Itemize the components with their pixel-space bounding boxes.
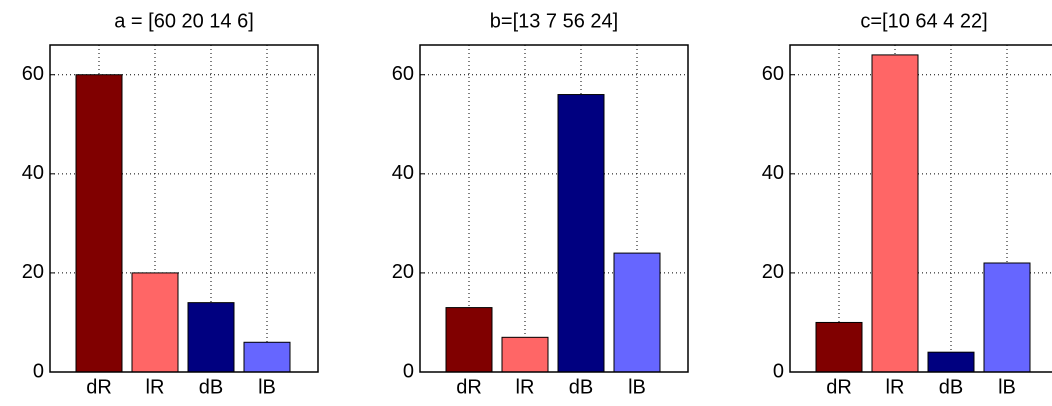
bar [815, 321, 863, 373]
bar [131, 272, 179, 373]
y-tick-label: 20 [22, 261, 44, 283]
axes-box [49, 44, 319, 373]
y-tick-label: 40 [392, 162, 414, 184]
bar [927, 351, 975, 373]
bar [983, 262, 1031, 373]
x-tick-label: dR [826, 376, 852, 398]
bar [501, 336, 549, 373]
chart-title: a = [60 20 14 6] [114, 10, 254, 32]
axes-box [419, 44, 689, 373]
y-tick-label: 20 [392, 261, 414, 283]
y-tick-label: 40 [762, 162, 784, 184]
x-tick-label: lR [886, 376, 905, 398]
bar [613, 252, 661, 373]
chart-title: b=[13 7 56 24] [490, 10, 618, 32]
x-tick-label: lR [146, 376, 165, 398]
y-tick-label: 0 [773, 360, 784, 382]
x-tick-label: dR [86, 376, 112, 398]
y-tick-label: 60 [392, 63, 414, 85]
bar [445, 307, 493, 373]
bar [243, 341, 291, 373]
bar [187, 302, 235, 373]
axes-box [789, 44, 1052, 373]
y-tick-label: 40 [22, 162, 44, 184]
x-tick-label: lB [628, 376, 646, 398]
y-tick-label: 0 [33, 360, 44, 382]
x-tick-label: dR [456, 376, 482, 398]
bar [557, 94, 605, 373]
x-tick-label: lR [516, 376, 535, 398]
y-tick-label: 60 [22, 63, 44, 85]
bar [871, 54, 919, 373]
x-tick-label: dB [569, 376, 593, 398]
x-tick-label: lB [998, 376, 1016, 398]
y-tick-label: 20 [762, 261, 784, 283]
x-tick-label: lB [258, 376, 276, 398]
bar [75, 74, 123, 373]
y-tick-label: 0 [403, 360, 414, 382]
x-tick-label: dB [199, 376, 223, 398]
x-tick-label: dB [939, 376, 963, 398]
chart-title: c=[10 64 4 22] [860, 10, 987, 32]
y-tick-label: 60 [762, 63, 784, 85]
